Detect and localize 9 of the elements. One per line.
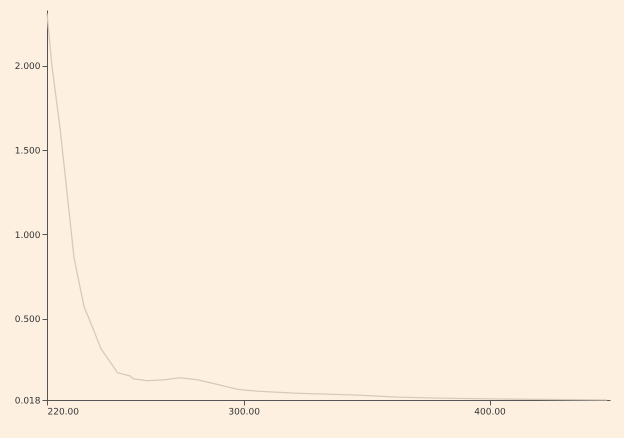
- x-tick-label: 300.00: [228, 408, 260, 418]
- y-tick-label: 1.500: [14, 146, 41, 157]
- line-series: [46, 12, 608, 401]
- y-tick-label: 2.000: [14, 62, 41, 72]
- y-tick-label: 1.000: [14, 230, 41, 241]
- x-tick-label: 220.00: [48, 408, 80, 418]
- y-tick-label: 0.018: [14, 396, 41, 406]
- x-tick-label: 400.00: [474, 408, 506, 418]
- y-tick-label: 0.500: [14, 315, 41, 326]
